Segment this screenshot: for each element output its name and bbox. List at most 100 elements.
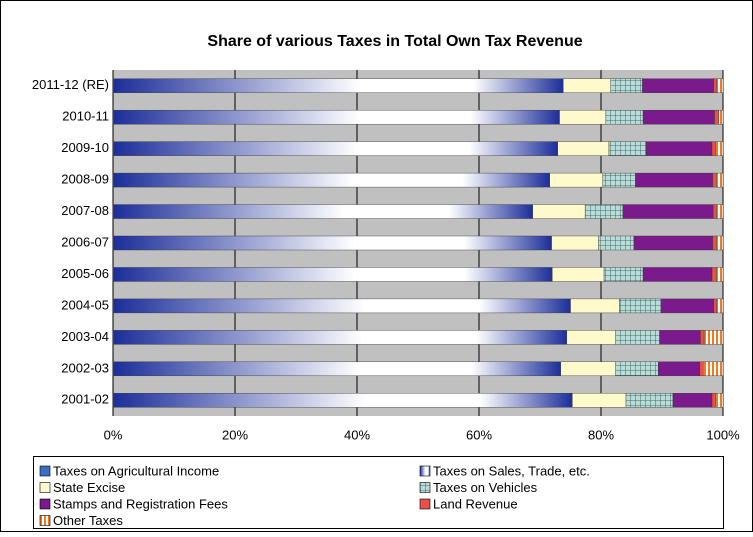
legend-swatch <box>39 465 51 477</box>
bar-segment <box>566 330 616 345</box>
bar-segment <box>642 109 715 125</box>
x-tick-label: 60% <box>466 427 492 442</box>
bar-segment <box>642 267 713 282</box>
y-tick-label: 2004-05 <box>61 297 109 312</box>
legend-label: Taxes on Agricultural Income <box>53 463 219 478</box>
bar-segment <box>716 172 724 188</box>
bar-segment <box>113 298 571 314</box>
y-tick-label: 2005-06 <box>61 266 109 281</box>
legend-label: Taxes on Vehicles <box>433 480 538 495</box>
legend-swatch <box>39 498 51 510</box>
chart-title: Share of various Taxes in Total Own Tax … <box>207 33 582 50</box>
bar-segment <box>619 298 662 314</box>
bar-segment <box>562 78 611 93</box>
bar-segment <box>625 393 674 408</box>
bar-segment <box>598 235 635 251</box>
bar-segment <box>699 361 704 377</box>
bar-segment <box>716 235 724 251</box>
bar-segment <box>659 330 701 345</box>
bar-segment <box>716 78 724 93</box>
bar-segment <box>713 204 717 219</box>
bar-segment <box>703 330 724 345</box>
legend-swatch <box>419 482 431 493</box>
bar-segment <box>615 330 660 345</box>
bar-segment <box>642 78 715 93</box>
bar-segment <box>559 109 607 125</box>
bar-segment <box>603 267 644 282</box>
bar-segment <box>633 235 713 251</box>
bar-segment <box>560 361 616 377</box>
bar-segment <box>714 109 719 125</box>
y-tick-label: 2007-08 <box>61 203 109 218</box>
bar-segment <box>113 78 564 93</box>
y-tick-label: 2003-04 <box>61 329 109 344</box>
legend-swatch <box>419 465 431 477</box>
bar-segment <box>113 109 560 125</box>
bar-segment <box>113 393 573 408</box>
legend-label: Other Taxes <box>53 513 123 528</box>
bar-segment <box>113 204 533 219</box>
bar-segment <box>718 109 724 125</box>
bar-segment <box>700 330 705 345</box>
legend-label: Land Revenue <box>433 496 518 511</box>
bar-segment <box>113 141 558 156</box>
bar-segment <box>602 172 636 188</box>
legend-swatch <box>39 482 51 493</box>
y-tick-label: 2002-03 <box>61 360 109 375</box>
bar-segment <box>622 204 714 219</box>
bar-segment <box>711 393 716 408</box>
bar-segment <box>572 393 627 408</box>
x-tick-label: 100% <box>706 427 740 442</box>
x-tick-label: 40% <box>344 427 370 442</box>
x-tick-label: 0% <box>104 427 123 442</box>
y-tick-label: 2011-12 (RE) <box>32 77 109 92</box>
bar-segment <box>608 141 647 156</box>
bar-segment <box>645 141 713 156</box>
bar-segment <box>711 141 716 156</box>
legend-swatch <box>39 515 51 526</box>
bar-segment <box>716 204 724 219</box>
bar-segment <box>557 141 610 156</box>
bar-segment <box>552 267 605 282</box>
bar-segment <box>113 361 561 377</box>
y-tick-label: 2008-09 <box>61 172 109 187</box>
bar-segment <box>703 361 724 377</box>
bar-segment <box>615 361 659 377</box>
bar-segment <box>113 330 568 345</box>
bar-segment <box>658 361 701 377</box>
bar-segment <box>584 204 624 219</box>
bar-segment <box>712 235 717 251</box>
legend-label: Stamps and Registration Fees <box>53 496 228 511</box>
bar-segment <box>113 172 550 188</box>
bar-segment <box>715 141 724 156</box>
y-tick-label: 2009-10 <box>61 140 109 155</box>
bar-segment <box>716 298 724 314</box>
bar-segment <box>549 172 604 188</box>
bar-segment <box>532 204 586 219</box>
bar-segment <box>716 267 724 282</box>
bar-segment <box>570 298 620 314</box>
bar-segment <box>610 78 643 93</box>
y-tick-label: 2010-11 <box>62 109 109 124</box>
x-tick-label: 20% <box>222 427 248 442</box>
legend-label: Taxes on Sales, Trade, etc. <box>433 463 590 478</box>
bar-segment <box>713 78 718 93</box>
bar-segment <box>713 298 718 314</box>
bar-segment <box>661 298 715 314</box>
legend-label: State Excise <box>53 480 125 495</box>
bar-segment <box>672 393 713 408</box>
bar-segment <box>712 172 717 188</box>
legend-swatch <box>419 498 431 510</box>
y-tick-label: 2006-07 <box>61 234 109 249</box>
bar-segment <box>715 393 724 408</box>
bar-segment <box>711 267 717 282</box>
bar-segment <box>635 172 713 188</box>
bar-segment <box>551 235 599 251</box>
y-tick-label: 2001-02 <box>61 392 109 407</box>
bar-segment <box>605 109 644 125</box>
x-tick-label: 80% <box>588 427 614 442</box>
bar-segment <box>113 235 552 251</box>
legend <box>33 456 724 529</box>
bar-segment <box>113 267 553 282</box>
